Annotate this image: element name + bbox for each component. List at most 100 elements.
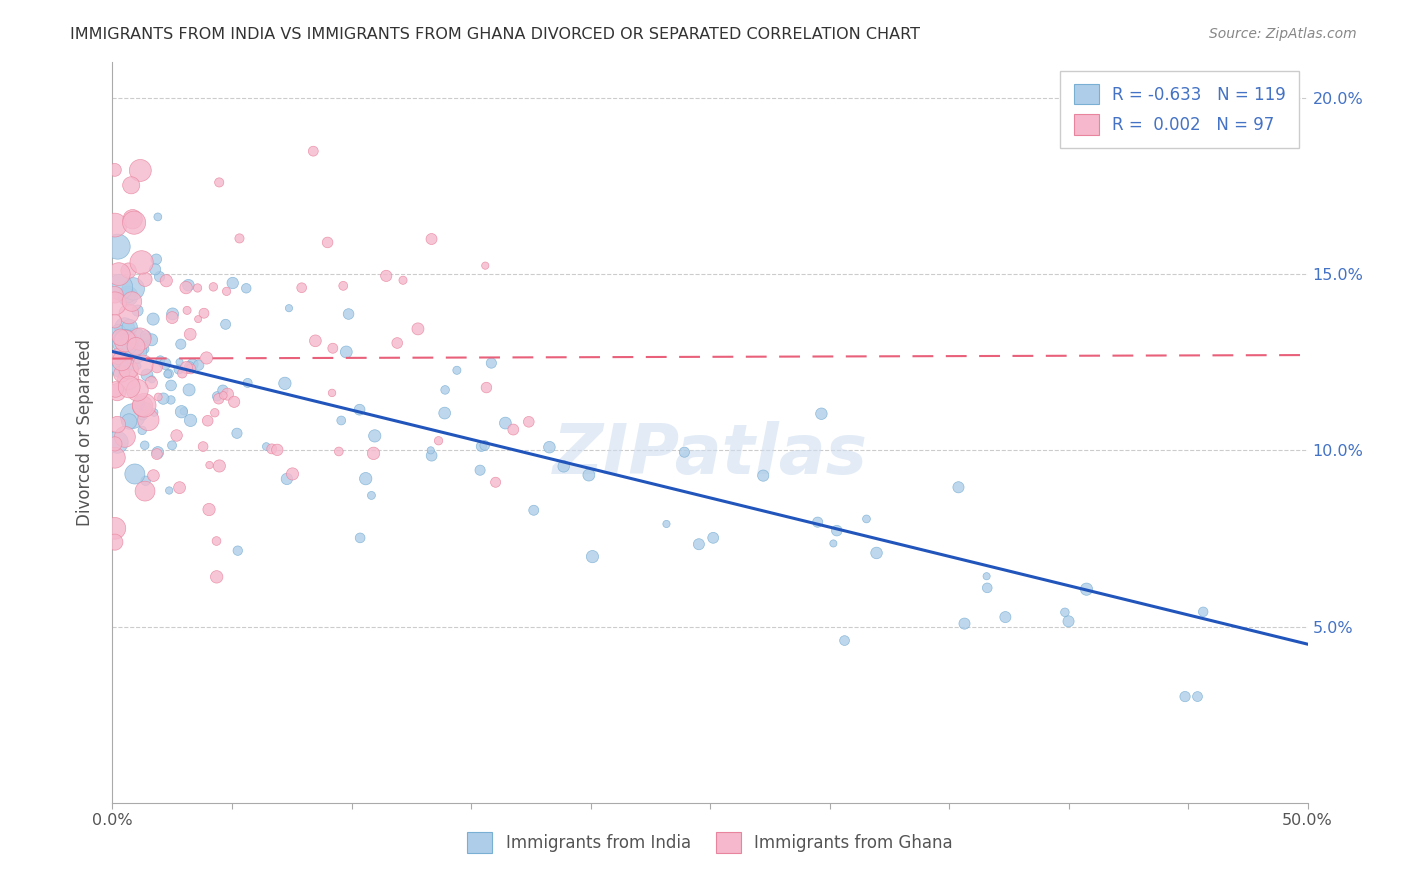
Point [419,443,441,458]
Point [105,385,128,400]
Point [141,333,163,347]
Point [948,480,970,494]
Point [110,330,132,344]
Point [145,252,167,267]
Point [222,276,245,290]
Point [146,445,169,459]
Point [160,378,183,392]
Point [212,383,235,397]
Point [128,396,150,410]
Point [825,524,848,538]
Point [181,358,204,372]
Point [212,388,235,402]
Point [187,358,209,372]
Point [470,439,492,453]
Point [143,405,166,419]
Text: Source: ZipAtlas.com: Source: ZipAtlas.com [1209,27,1357,41]
Point [180,362,202,376]
Point [153,357,176,371]
Point [195,351,218,365]
Point [517,415,540,429]
Point [208,392,231,406]
Point [446,363,468,377]
Point [291,281,314,295]
Point [114,430,136,444]
Point [136,413,159,427]
Point [349,402,371,417]
Point [118,307,141,321]
Point [865,546,887,560]
Point [170,405,193,419]
Point [155,274,177,288]
Point [127,303,149,318]
Point [260,442,283,456]
Point [104,450,127,465]
Point [124,467,146,481]
Point [160,438,183,452]
Point [177,278,200,293]
Point [198,502,221,516]
Point [1076,582,1098,597]
Point [302,144,325,158]
Point [146,210,169,224]
Point [688,537,710,551]
Point [187,281,209,295]
Point [104,287,127,301]
Point [406,322,429,336]
Point [276,472,298,486]
Point [208,458,231,473]
Point [142,312,165,326]
Point [132,409,155,423]
Point [160,310,183,325]
Point [148,390,170,404]
Point [107,326,129,340]
Point [104,521,127,535]
Point [1174,690,1197,704]
Point [226,543,249,558]
Point [141,376,163,390]
Point [148,269,170,284]
Point [349,531,371,545]
Point [174,280,197,294]
Point [117,372,139,386]
Point [468,463,491,477]
Text: ZIPatlas: ZIPatlas [553,421,868,488]
Point [335,345,357,359]
Point [702,531,724,545]
Point [810,407,832,421]
Point [1053,605,1076,619]
Point [108,267,131,281]
Point [204,406,226,420]
Point [131,423,153,437]
Point [172,367,194,381]
Point [420,449,443,463]
Point [135,474,157,488]
Point [834,633,856,648]
Point [474,438,496,452]
Point [125,339,148,353]
Point [553,459,575,474]
Point [1057,615,1080,629]
Y-axis label: Divorced or Separated: Divorced or Separated [76,339,94,526]
Point [146,447,169,461]
Point [475,380,498,394]
Point [143,262,166,277]
Point [321,385,343,400]
Point [198,458,221,472]
Point [673,445,696,459]
Point [157,367,180,381]
Point [337,307,360,321]
Point [111,367,134,381]
Point [202,280,225,294]
Point [274,376,297,391]
Point [976,569,998,583]
Point [131,255,153,269]
Point [149,353,172,368]
Point [170,337,193,351]
Point [169,355,191,369]
Point [208,176,231,190]
Point [187,312,209,326]
Point [392,273,415,287]
Point [578,468,600,483]
Point [111,354,134,368]
